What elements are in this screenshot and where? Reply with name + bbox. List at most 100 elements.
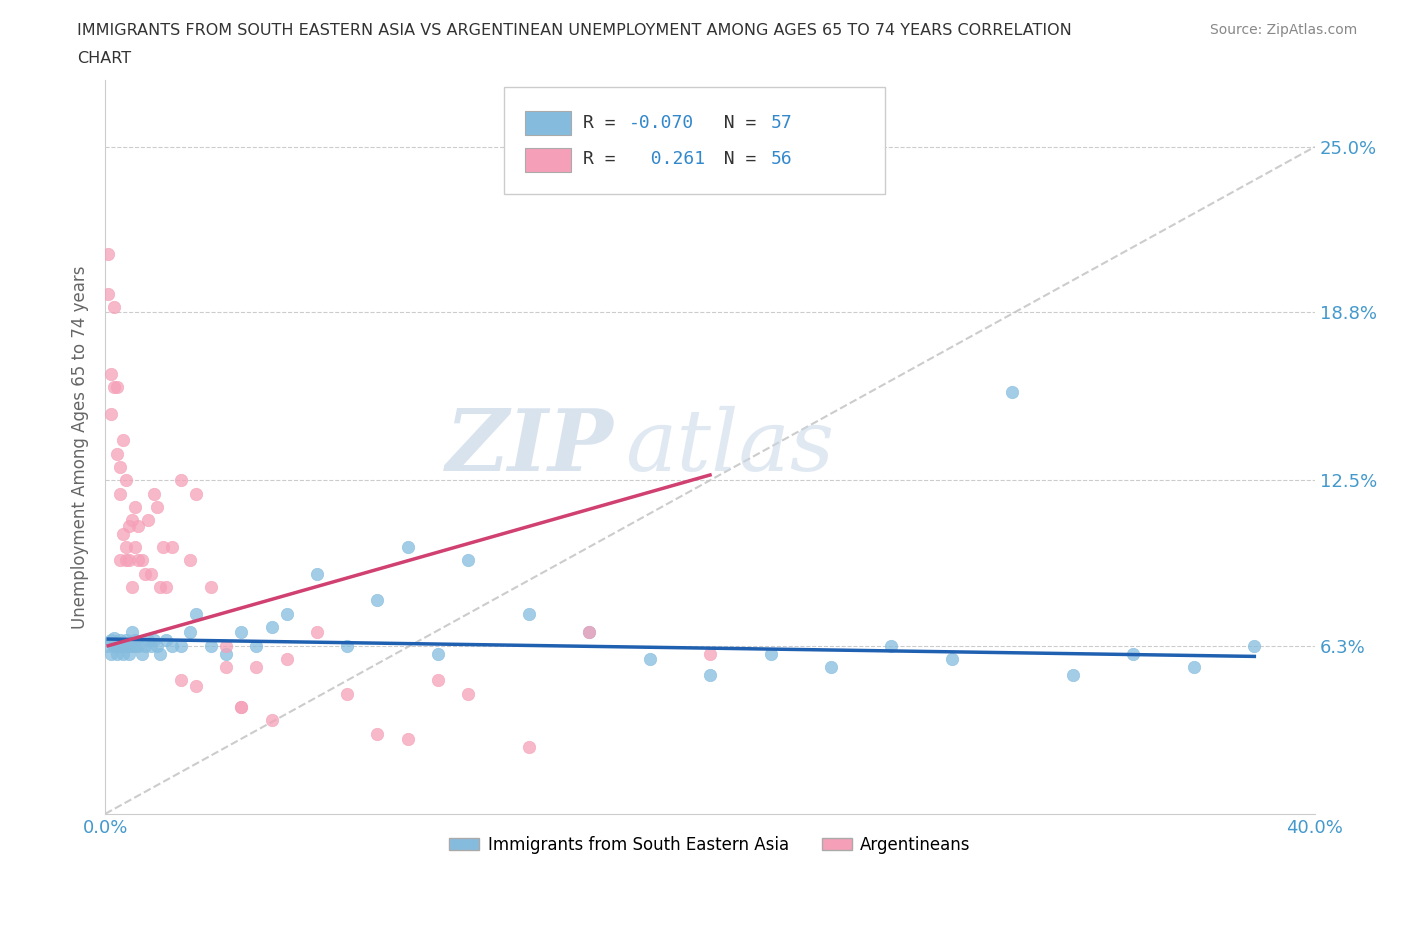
Point: [103, 631, 125, 645]
Point: [105, 638, 128, 653]
Point: [110, 459, 132, 474]
Point: [215, 646, 238, 661]
Point: [155, 579, 177, 594]
Point: [170, 472, 193, 487]
Text: CHART: CHART: [77, 51, 131, 66]
FancyBboxPatch shape: [524, 111, 571, 135]
Point: [179, 625, 201, 640]
Point: [517, 606, 540, 621]
Point: [215, 659, 238, 674]
Text: 57: 57: [770, 113, 792, 132]
Point: [112, 432, 135, 447]
Point: [155, 633, 177, 648]
Text: Source: ZipAtlas.com: Source: ZipAtlas.com: [1209, 23, 1357, 37]
Point: [578, 625, 600, 640]
Point: [1062, 668, 1084, 683]
Point: [127, 638, 149, 653]
Point: [121, 513, 143, 528]
Point: [305, 625, 328, 640]
Point: [245, 638, 267, 653]
Point: [110, 633, 132, 648]
Point: [105, 446, 128, 461]
Point: [396, 539, 419, 554]
Point: [124, 539, 146, 554]
Text: 0.261: 0.261: [628, 151, 704, 168]
Point: [100, 406, 122, 421]
Point: [124, 638, 146, 653]
Point: [941, 652, 963, 667]
Point: [142, 486, 165, 501]
Point: [110, 486, 132, 501]
Point: [115, 539, 138, 554]
Point: [118, 638, 141, 653]
Point: [127, 553, 149, 568]
Point: [121, 638, 143, 653]
Point: [118, 646, 141, 661]
Point: [121, 579, 143, 594]
Text: -0.070: -0.070: [628, 113, 695, 132]
Point: [245, 659, 267, 674]
Point: [134, 566, 156, 581]
Point: [145, 499, 167, 514]
Point: [115, 472, 138, 487]
Point: [118, 518, 141, 533]
Point: [1182, 659, 1205, 674]
Point: [699, 646, 721, 661]
Point: [139, 566, 162, 581]
Point: [457, 686, 479, 701]
Point: [97, 246, 120, 261]
Text: N =: N =: [702, 113, 766, 132]
Point: [110, 553, 132, 568]
Point: [131, 646, 153, 661]
Point: [517, 739, 540, 754]
Point: [103, 379, 125, 394]
Text: atlas: atlas: [626, 405, 835, 488]
Text: IMMIGRANTS FROM SOUTH EASTERN ASIA VS ARGENTINEAN UNEMPLOYMENT AMONG AGES 65 TO : IMMIGRANTS FROM SOUTH EASTERN ASIA VS AR…: [77, 23, 1073, 38]
Point: [231, 625, 253, 640]
Point: [124, 499, 146, 514]
Point: [336, 686, 359, 701]
Point: [97, 638, 120, 653]
Point: [118, 553, 141, 568]
Point: [97, 286, 120, 301]
Point: [260, 713, 283, 728]
Point: [231, 699, 253, 714]
Point: [820, 659, 842, 674]
Point: [136, 633, 159, 648]
Point: [699, 668, 721, 683]
Point: [200, 638, 222, 653]
Point: [115, 638, 138, 653]
Point: [457, 553, 479, 568]
Point: [426, 646, 449, 661]
Point: [100, 366, 122, 381]
Point: [638, 652, 661, 667]
Point: [184, 486, 207, 501]
Point: [366, 726, 388, 741]
Point: [112, 638, 135, 653]
Point: [105, 646, 128, 661]
Point: [184, 606, 207, 621]
Point: [200, 579, 222, 594]
Point: [136, 513, 159, 528]
Point: [184, 678, 207, 693]
Y-axis label: Unemployment Among Ages 65 to 74 years: Unemployment Among Ages 65 to 74 years: [72, 265, 89, 629]
Point: [1122, 646, 1144, 661]
Point: [1001, 385, 1024, 400]
Text: R =: R =: [583, 113, 627, 132]
Point: [276, 606, 298, 621]
FancyBboxPatch shape: [524, 148, 571, 172]
Point: [366, 593, 388, 608]
Point: [152, 539, 174, 554]
Point: [160, 539, 183, 554]
Point: [231, 699, 253, 714]
Point: [103, 638, 125, 653]
Point: [336, 638, 359, 653]
Point: [134, 638, 156, 653]
Point: [149, 579, 172, 594]
Point: [305, 566, 328, 581]
Point: [880, 638, 903, 653]
Text: N =: N =: [702, 151, 766, 168]
Point: [160, 638, 183, 653]
Point: [1243, 638, 1265, 653]
Point: [215, 638, 238, 653]
